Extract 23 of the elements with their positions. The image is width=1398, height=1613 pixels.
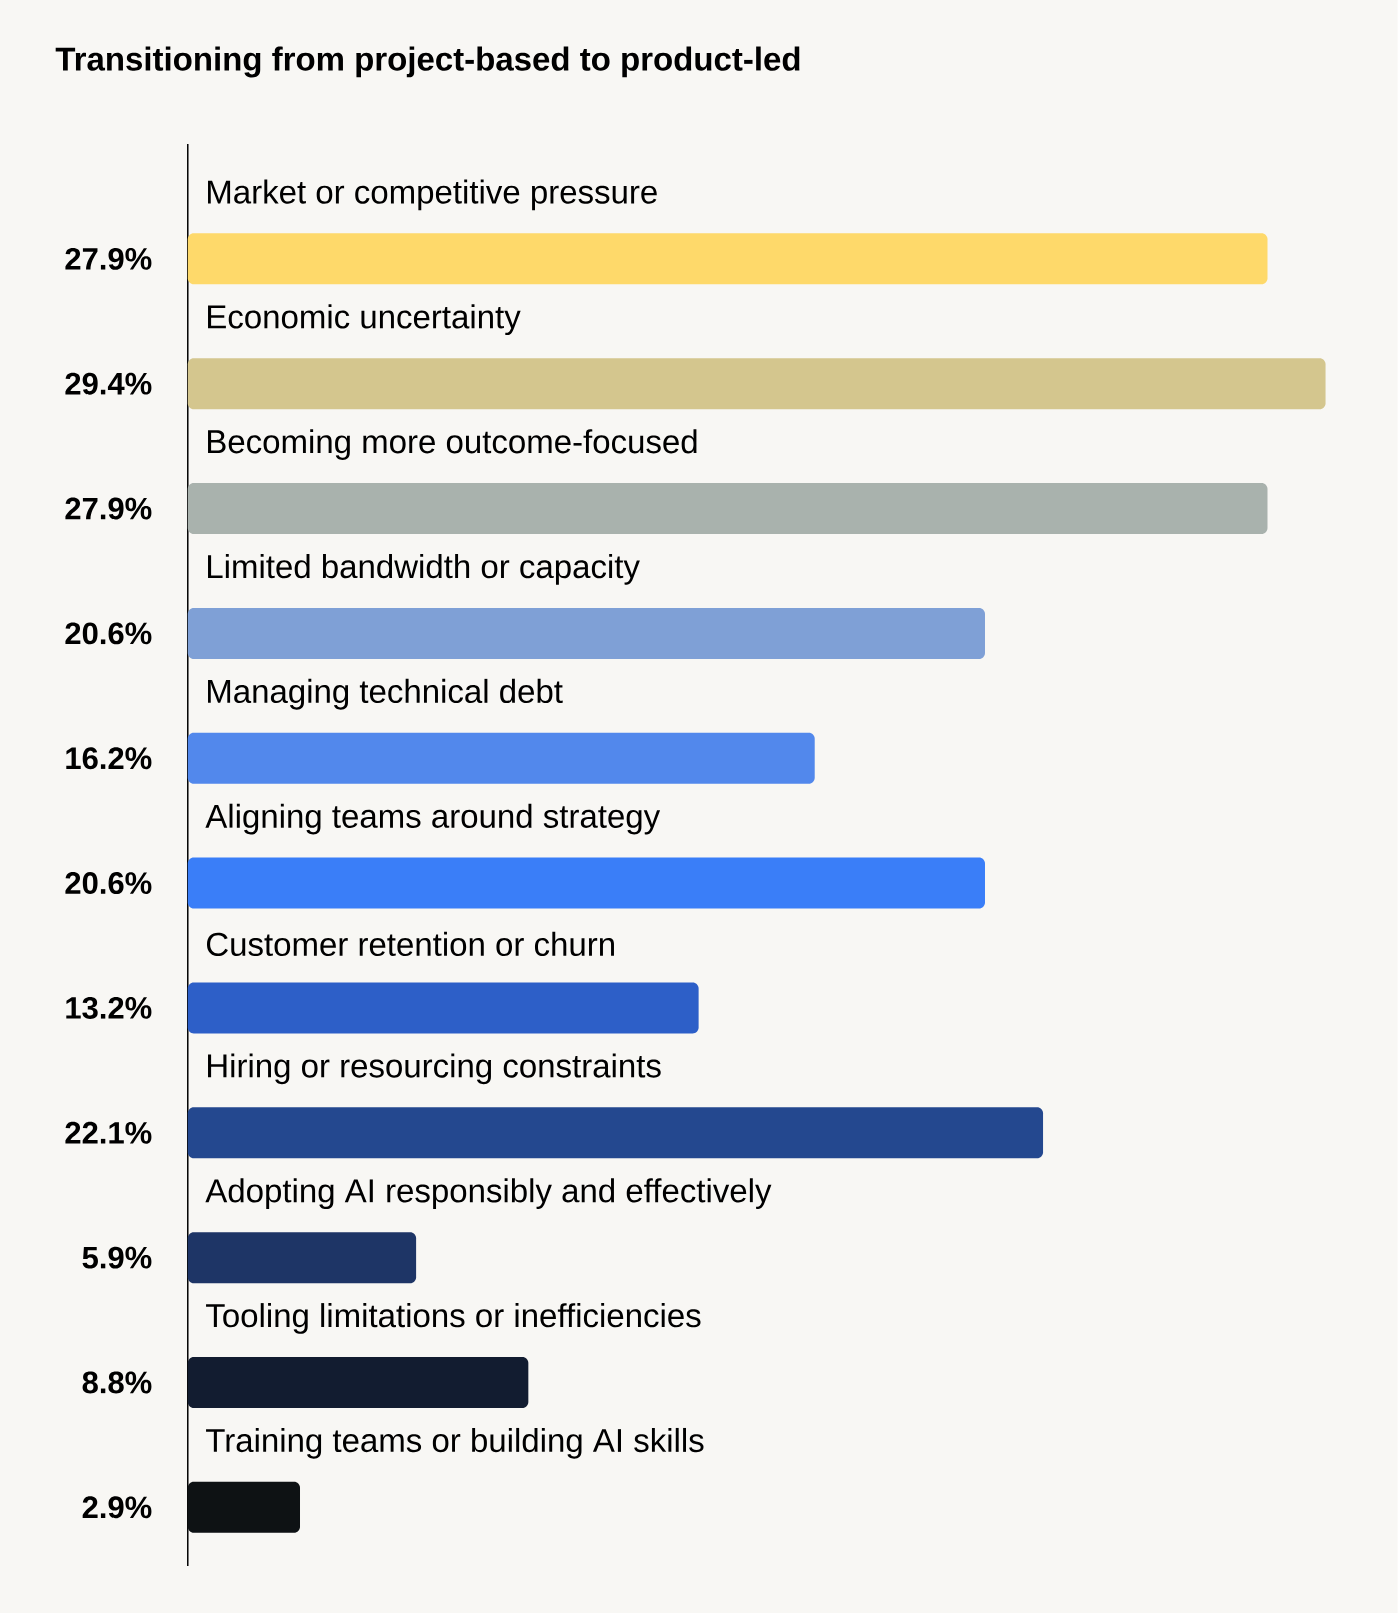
y-tick-label: Becoming more outcome-focused <box>208 429 697 460</box>
data-label: 5.9% <box>82 1246 152 1269</box>
data-label: 2.9% <box>82 1496 152 1519</box>
data-label: 13.2% <box>66 996 152 1019</box>
y-tick-label: Aligning teams around strategy <box>205 803 661 835</box>
y-tick-label: Adopting AI responsibly and effectively <box>205 1178 772 1210</box>
y-tick-label: Tooling limitations or inefficiencies <box>206 1303 701 1334</box>
data-label: 8.8% <box>82 1371 152 1394</box>
y-tick-label: Customer retention or churn <box>207 931 615 957</box>
data-label: 29.4% <box>65 372 152 395</box>
data-label: 20.6% <box>65 622 152 645</box>
data-label: 16.2% <box>66 747 152 770</box>
y-tick-label: Managing technical debt <box>208 678 563 710</box>
y-tick-label: Market or competitive pressure <box>208 179 657 211</box>
y-tick-label: Limited bandwidth or capacity <box>208 554 640 585</box>
data-label: 27.9% <box>65 497 152 520</box>
data-label: 27.9% <box>65 247 152 270</box>
y-tick-label: Economic uncertainty <box>208 304 521 336</box>
y-tick-label: Training teams or building AI skills <box>206 1427 704 1459</box>
chart-title: Transitioning from project-based to product-led <box>55 46 800 78</box>
y-tick-label: Hiring or resourcing constraints <box>208 1053 661 1085</box>
data-label: 22.1% <box>65 1121 152 1144</box>
data-label: 20.6% <box>65 872 152 895</box>
